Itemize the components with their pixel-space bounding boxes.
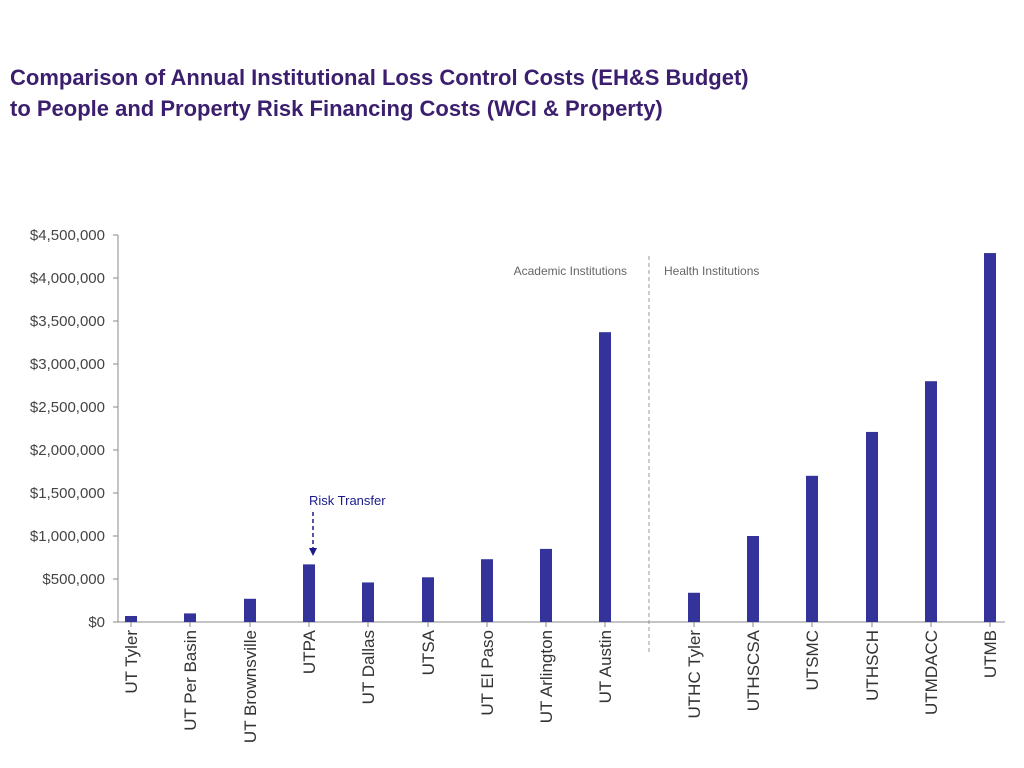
bar-ut-el-paso	[481, 559, 493, 622]
y-tick-label: $2,500,000	[30, 399, 105, 416]
y-tick-label: $4,000,000	[30, 270, 105, 287]
bar-uthsch	[866, 431, 878, 622]
bar-ut-dallas	[362, 582, 374, 622]
y-tick-label: $0	[88, 614, 105, 631]
y-tick-label: $4,500,000	[30, 227, 105, 244]
bar-ut-brownsville	[244, 598, 256, 622]
y-tick-label: $1,500,000	[30, 485, 105, 502]
x-tick-label: UTMB	[981, 630, 1000, 678]
y-tick-label: $3,500,000	[30, 313, 105, 330]
y-tick-label: $2,000,000	[30, 442, 105, 459]
x-tick-label: UTPA	[300, 629, 319, 674]
y-tick-label: $3,000,000	[30, 356, 105, 373]
x-tick-label: UT Arlington	[537, 630, 556, 723]
chart-title-line-1: Comparison of Annual Institutional Loss …	[10, 65, 749, 90]
x-tick-label: UT Dallas	[359, 630, 378, 704]
x-tick-label: UTHC Tyler	[685, 630, 704, 719]
chart-title: Comparison of Annual Institutional Loss …	[10, 62, 749, 124]
x-tick-label: UTHSCSA	[744, 629, 763, 711]
y-tick-label: $500,000	[42, 571, 105, 588]
bar-ut-austin	[599, 332, 611, 622]
x-tick-label: UT El Paso	[478, 630, 497, 716]
x-tick-label: UT Tyler	[122, 630, 141, 694]
x-tick-label: UT Brownsville	[241, 630, 260, 743]
x-tick-label: UTSMC	[803, 630, 822, 690]
x-tick-label: UTMDACC	[922, 630, 941, 715]
bar-ut-per-basin	[184, 613, 196, 622]
x-tick-label: UTSA	[419, 629, 438, 675]
x-tick-label: UTHSCH	[863, 630, 882, 701]
group-label-health: Health Institutions	[664, 264, 759, 278]
chart-title-line-2: to People and Property Risk Financing Co…	[10, 96, 663, 121]
y-tick-label: $1,000,000	[30, 528, 105, 545]
bar-utpa	[303, 564, 315, 622]
x-tick-label: UT Per Basin	[181, 630, 200, 731]
bar-ut-tyler	[125, 615, 137, 622]
annotation-arrow-head	[309, 548, 317, 556]
bar-utsa	[422, 577, 434, 622]
bar-utmb	[984, 253, 996, 622]
bar-uthscsa	[747, 536, 759, 622]
x-tick-label: UT Austin	[596, 630, 615, 703]
bar-utsmc	[806, 475, 818, 622]
annotation-risk-transfer: Risk Transfer	[309, 493, 386, 508]
group-label-academic: Academic Institutions	[514, 264, 627, 278]
bar-ut-arlington	[540, 548, 552, 622]
bar-uthc-tyler	[688, 592, 700, 622]
bar-utmdacc	[925, 381, 937, 622]
